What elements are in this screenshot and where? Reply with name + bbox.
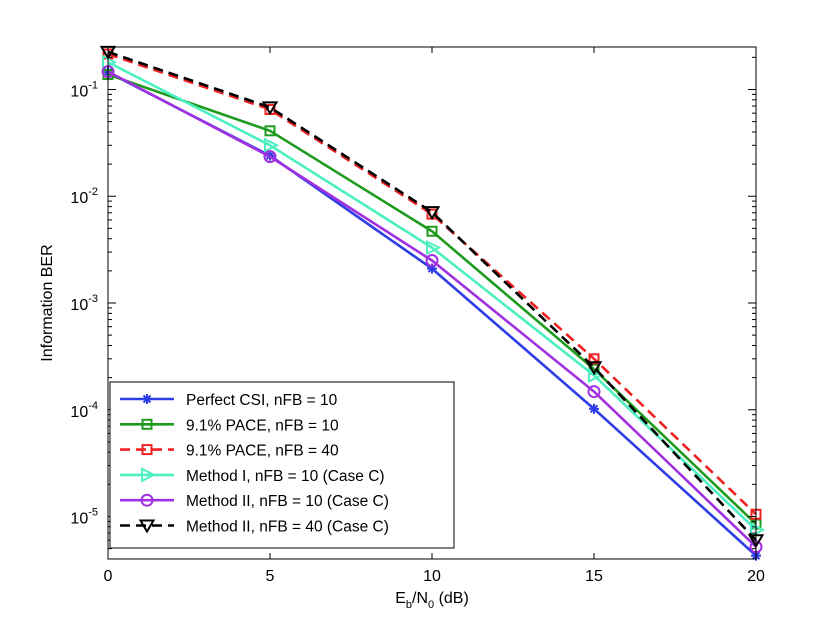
legend-marker (138, 519, 156, 534)
data-point (585, 361, 603, 376)
y-tick-label: 10-1 (70, 79, 98, 100)
x-tick-label: 10 (423, 568, 441, 585)
legend-entry: Method I, nFB = 10 (Case C) (120, 467, 385, 485)
series-line (107, 61, 757, 531)
y-tick-label: 10-3 (70, 293, 98, 314)
data-point (426, 240, 442, 256)
legend: Perfect CSI, nFB = 10 9.1% PACE, nFB = 10… (109, 381, 455, 549)
data-point (263, 150, 277, 164)
series-line (107, 52, 757, 516)
legend-entry: 9.1% PACE, nFB = 10 (120, 417, 339, 434)
x-axis-label: Eb/N0 (dB) (395, 590, 469, 611)
series-6 (99, 45, 765, 549)
data-point (264, 125, 276, 137)
legend-entry: Method II, nFB = 10 (Case C) (120, 493, 389, 510)
legend-marker (141, 418, 153, 430)
data-point (588, 353, 600, 365)
x-tick-label: 15 (585, 568, 603, 585)
legend-marker (140, 493, 154, 507)
x-tick-label: 5 (266, 568, 275, 585)
data-point (750, 522, 766, 538)
data-point (587, 385, 601, 399)
data-point (425, 254, 439, 268)
legend-label: 9.1% PACE, nFB = 40 (186, 443, 339, 460)
legend-marker (141, 467, 157, 483)
y-tick-label: 10-5 (70, 507, 98, 528)
data-point (426, 225, 438, 237)
x-tick-label: 20 (747, 568, 765, 585)
x-tick-label: 0 (104, 568, 113, 585)
data-point (261, 101, 279, 116)
data-point (423, 206, 441, 221)
legend-entry: Method II, nFB = 40 (Case C) (120, 519, 389, 536)
legend-label: Method I, nFB = 10 (Case C) (186, 468, 385, 485)
y-tick-label: 10-4 (70, 400, 98, 421)
legend-entry: 9.1% PACE, nFB = 40 (120, 443, 339, 460)
series-line (107, 73, 757, 525)
legend-entry: Perfect CSI, nFB = 10 (120, 392, 338, 409)
data-point (589, 403, 599, 414)
series-line (107, 50, 757, 542)
y-tick-label: 10-2 (70, 186, 98, 207)
series-4 (102, 54, 766, 538)
series-line (107, 70, 757, 548)
legend-box (109, 381, 455, 549)
legend-label: 9.1% PACE, nFB = 10 (186, 417, 339, 434)
legend-label: Method II, nFB = 40 (Case C) (186, 519, 389, 536)
legend-marker (142, 394, 152, 404)
legend-label: Perfect CSI, nFB = 10 (186, 392, 338, 409)
y-axis-label: Information BER (39, 244, 56, 361)
legend-marker (141, 444, 153, 456)
legend-label: Method II, nFB = 10 (Case C) (186, 493, 389, 510)
data-point (264, 137, 280, 153)
